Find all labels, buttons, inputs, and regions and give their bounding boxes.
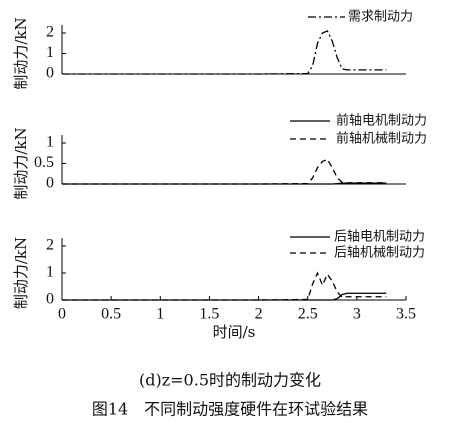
figure-caption: 图14 不同制动强度硬件在环试验结果: [92, 400, 368, 419]
x-tick-label: 2.5: [298, 306, 318, 323]
y-tick-label: 1: [46, 264, 54, 281]
legend-label: 后轴机械制动力: [334, 246, 425, 261]
y-axis-label: 制动力/kN: [12, 17, 30, 89]
line-series: [62, 292, 387, 301]
x-tick-label: 1.5: [199, 306, 219, 323]
x-tick-label: 3.5: [396, 306, 416, 323]
y-tick-label: 0: [46, 175, 54, 192]
y-axis-label: 制动力/kN: [12, 237, 30, 309]
legend-label: 需求制动力: [348, 10, 413, 25]
line-series: [62, 30, 387, 75]
y-axis-label: 制动力/kN: [12, 127, 30, 199]
x-tick-label: 1: [156, 306, 164, 323]
x-tick-label: 3: [353, 306, 361, 323]
y-tick-label: 0: [46, 291, 54, 308]
y-tick-label: 1: [46, 134, 54, 151]
y-tick-label: 1: [46, 44, 54, 61]
legend-label: 前轴机械制动力: [336, 131, 427, 147]
y-tick-label: 2: [46, 24, 54, 41]
subcaption: (d)z=0.5时的制动力变化: [139, 371, 321, 390]
line-series: [62, 271, 387, 301]
x-axis-label: 时间/s: [213, 323, 256, 341]
y-tick-label: 0.5: [34, 154, 54, 171]
line-series: [62, 158, 387, 185]
x-tick-label: 0.5: [101, 306, 121, 323]
x-tick-label: 2: [255, 306, 263, 323]
legend-label: 前轴电机制动力: [336, 113, 427, 129]
legend-label: 后轴电机制动力: [334, 230, 425, 245]
y-tick-label: 0: [46, 65, 54, 82]
y-tick-label: 2: [46, 237, 54, 254]
x-tick-label: 0: [58, 306, 66, 323]
